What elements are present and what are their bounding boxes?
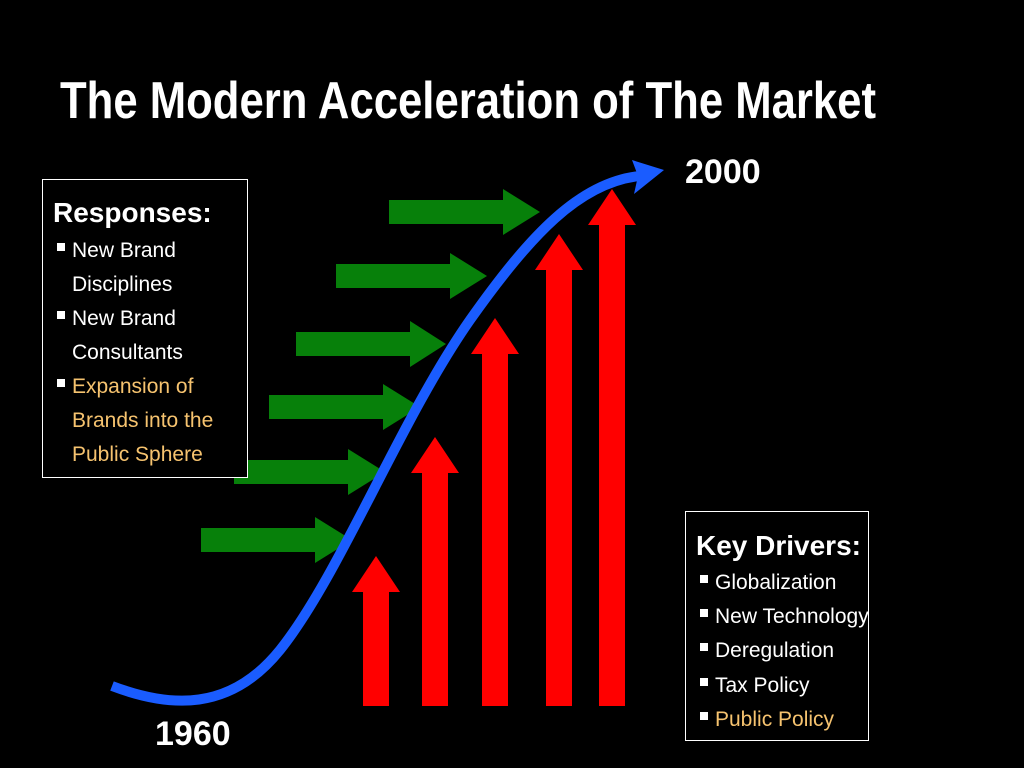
drivers-list: Globalization New Technology Deregulatio…	[700, 571, 869, 731]
bullet	[700, 575, 708, 583]
bullet	[700, 712, 708, 720]
start-label: 1960	[155, 715, 231, 753]
red-arrow	[588, 189, 636, 706]
red-arrow	[535, 234, 583, 706]
title: The Modern Acceleration of The Market	[60, 72, 876, 130]
red-arrow	[352, 556, 400, 706]
list-item: Brands into the	[72, 409, 213, 432]
responses-list: New Brand Disciplines New Brand Consulta…	[57, 239, 213, 466]
list-item: Public Sphere	[72, 443, 203, 466]
bullet	[57, 243, 65, 251]
driver-arrows	[352, 189, 636, 706]
drivers-box	[685, 511, 869, 741]
response-arrows	[201, 189, 540, 563]
bullet	[57, 311, 65, 319]
growth-curve	[110, 171, 641, 706]
bullet	[700, 678, 708, 686]
list-item: Tax Policy	[715, 674, 810, 697]
green-arrow	[336, 253, 487, 299]
list-item: New Brand	[72, 239, 176, 262]
list-item: Expansion of	[72, 375, 194, 398]
list-item: Public Policy	[715, 708, 835, 731]
responses-box	[42, 179, 248, 478]
green-arrow	[269, 384, 420, 430]
bullet	[700, 609, 708, 617]
end-label: 2000	[685, 153, 761, 191]
red-arrow	[471, 318, 519, 706]
list-item: Deregulation	[715, 639, 834, 662]
drivers-heading: Key Drivers:	[696, 530, 861, 561]
green-arrow	[201, 517, 352, 563]
list-item: New Brand	[72, 307, 176, 330]
green-arrow	[389, 189, 540, 235]
list-item: New Technology	[715, 605, 869, 628]
list-item: Disciplines	[72, 273, 172, 296]
list-item: Globalization	[715, 571, 836, 594]
list-item: Consultants	[72, 341, 183, 364]
green-arrow	[234, 449, 385, 495]
responses-heading: Responses:	[53, 197, 212, 228]
bullet	[57, 379, 65, 387]
red-arrow	[411, 437, 459, 706]
green-arrow	[296, 321, 446, 367]
curve-arrowhead	[632, 160, 664, 194]
bullet	[700, 643, 708, 651]
